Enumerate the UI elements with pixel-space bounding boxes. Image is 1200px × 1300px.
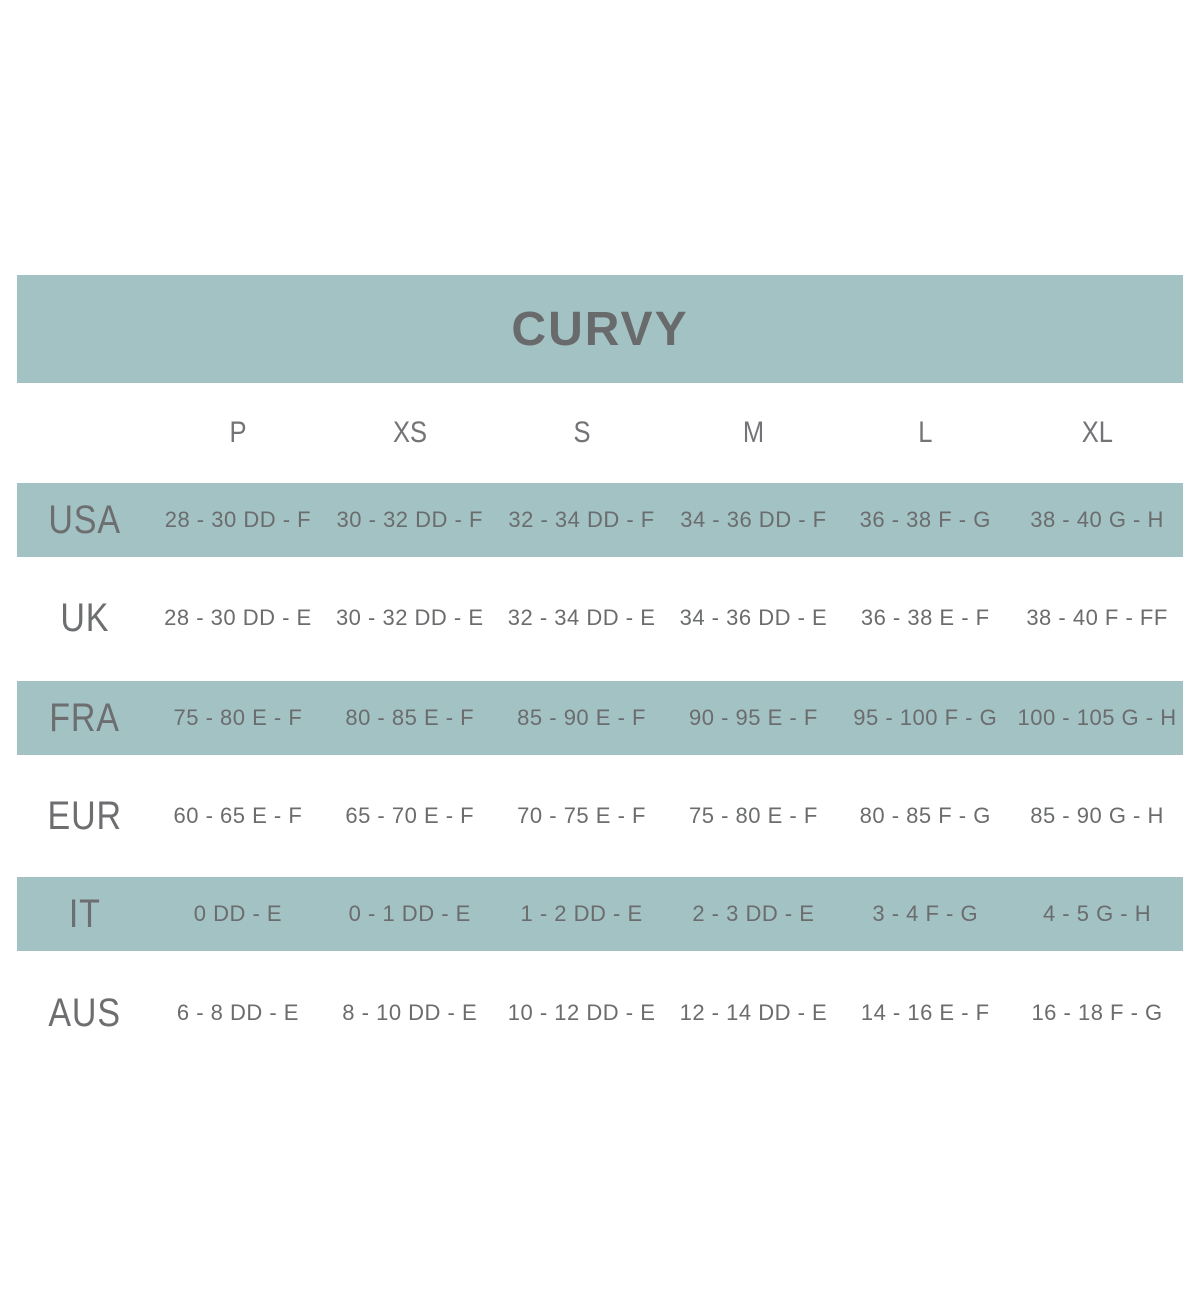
region-label-text: IT [68,891,101,936]
table-row-usa: USA 28 - 30 DD - F 30 - 32 DD - F 32 - 3… [17,483,1183,557]
table-row-uk: UK 28 - 30 DD - E 30 - 32 DD - E 32 - 34… [17,581,1183,655]
region-label-text: USA [48,497,121,542]
size-cell: 75 - 80 E - F [173,705,303,730]
size-cell: 32 - 34 DD - F [508,507,655,532]
size-cell: 36 - 38 F - G [859,507,991,532]
size-header-label: P [229,416,247,449]
title-band: CURVY [17,275,1183,383]
chart-title: CURVY [511,302,689,356]
size-cell: 38 - 40 F - FF [1026,605,1168,630]
region-label-text: AUS [48,990,121,1035]
size-column-header-s: S [496,416,668,450]
table-row-it: IT 0 DD - E 0 - 1 DD - E 1 - 2 DD - E 2 … [17,877,1183,951]
size-column-header-p: P [152,416,324,450]
size-cell: 10 - 12 DD - E [507,1000,656,1025]
size-cell: 70 - 75 E - F [517,803,646,828]
size-cell: 4 - 5 G - H [1042,901,1152,926]
region-label: AUS [17,991,152,1036]
region-label-text: UK [60,595,109,640]
size-header-label: XL [1081,416,1113,449]
size-cell: 28 - 30 DD - F [164,507,312,532]
size-cell: 60 - 65 E - F [173,803,303,828]
region-label-text: EUR [47,793,122,838]
size-cell: 0 DD - E [193,901,283,926]
table-row-fra: FRA 75 - 80 E - F 80 - 85 E - F 85 - 90 … [17,681,1183,755]
size-cell: 8 - 10 DD - E [342,1000,478,1025]
region-label: USA [17,498,152,543]
size-cell: 0 - 1 DD - E [348,901,471,926]
region-label: UK [17,596,152,641]
size-cell: 16 - 18 F - G [1031,1000,1163,1025]
size-cell: 14 - 16 E - F [860,1000,990,1025]
region-label: IT [17,892,152,937]
size-cell: 90 - 95 E - F [689,705,818,730]
size-header-label: L [918,416,933,449]
size-cell: 95 - 100 F - G [853,705,998,730]
table-row-eur: EUR 60 - 65 E - F 65 - 70 E - F 70 - 75 … [17,779,1183,853]
size-cell: 1 - 2 DD - E [520,901,643,926]
size-cell: 34 - 36 DD - E [679,605,828,630]
table-row-aus: AUS 6 - 8 DD - E 8 - 10 DD - E 10 - 12 D… [17,976,1183,1050]
size-cell: 75 - 80 E - F [689,803,818,828]
region-label: EUR [17,794,152,839]
size-column-header-xs: XS [324,416,496,450]
size-column-header-xl: XL [1011,416,1183,450]
size-cell: 3 - 4 F - G [872,901,979,926]
size-cell: 12 - 14 DD - E [679,1000,828,1025]
size-cell: 28 - 30 DD - E [164,605,312,630]
size-column-header-l: L [839,416,1011,450]
size-cell: 36 - 38 E - F [860,605,990,630]
size-cell: 6 - 8 DD - E [176,1000,299,1025]
size-cell: 80 - 85 F - G [859,803,991,828]
size-cell: 80 - 85 E - F [345,705,475,730]
size-cell: 38 - 40 G - H [1030,507,1164,532]
size-cell: 100 - 105 G - H [1017,705,1177,730]
size-header-label: M [742,416,765,449]
size-cell: 85 - 90 G - H [1030,803,1164,828]
region-label: FRA [17,696,152,741]
region-label-text: FRA [49,695,120,740]
size-cell: 30 - 32 DD - F [336,507,483,532]
size-header-label: S [573,416,591,449]
size-cell: 65 - 70 E - F [345,803,475,828]
size-cell: 2 - 3 DD - E [692,901,815,926]
size-header-label: XS [392,416,427,449]
size-cell: 34 - 36 DD - F [680,507,827,532]
size-cell: 85 - 90 E - F [517,705,646,730]
size-cell: 32 - 34 DD - E [507,605,656,630]
size-header-row: P XS S M L XL [17,405,1183,461]
size-column-header-m: M [667,416,839,450]
size-cell: 30 - 32 DD - E [335,605,484,630]
